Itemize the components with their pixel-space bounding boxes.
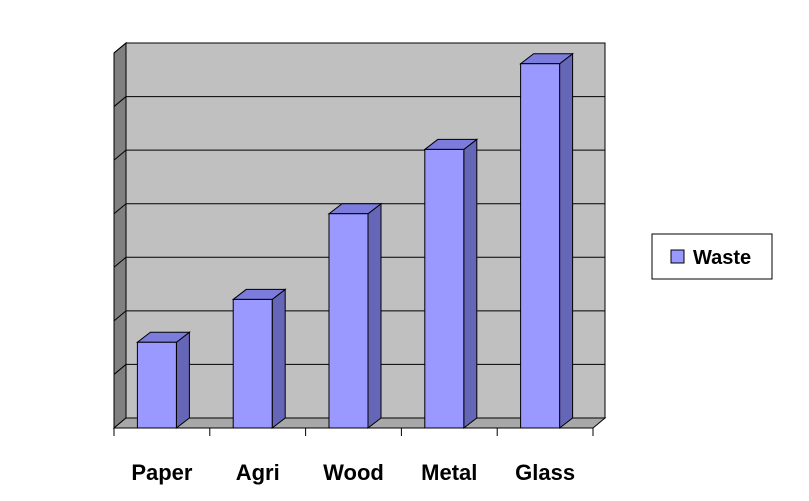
bar-side xyxy=(367,202,382,430)
x-tick-label-paper: Paper xyxy=(131,460,193,485)
bar-front xyxy=(136,341,177,429)
gridline-side xyxy=(113,203,127,215)
gridline-side xyxy=(113,149,127,161)
bar-front xyxy=(520,63,561,429)
x-tick-labels: Paper Agri Wood Metal Glass xyxy=(131,460,575,485)
gridline-side xyxy=(113,96,127,107)
legend: Waste xyxy=(651,233,773,280)
bar-paper xyxy=(135,331,191,430)
bar-side xyxy=(271,288,286,430)
gridline-side xyxy=(113,364,127,375)
bar-front xyxy=(328,213,369,429)
legend-label-waste: Waste xyxy=(693,247,751,269)
bar-series xyxy=(135,52,575,430)
bar-agri xyxy=(231,288,287,430)
bar-side xyxy=(175,331,190,430)
x-tick-label-agri: Agri xyxy=(236,460,280,485)
bar-front xyxy=(424,148,465,429)
gridline-side xyxy=(113,310,127,322)
bar-front xyxy=(232,298,273,429)
bar-metal xyxy=(423,138,479,430)
bar-wood xyxy=(327,202,383,430)
gridline-side xyxy=(113,42,127,54)
bar-side xyxy=(463,138,478,430)
x-axis xyxy=(113,427,594,436)
plot-side-wall xyxy=(113,41,127,430)
bar-side xyxy=(559,52,574,430)
bar-glass xyxy=(519,52,575,430)
x-tick-label-metal: Metal xyxy=(421,460,477,485)
gridline-side xyxy=(113,256,127,268)
x-tick-label-glass: Glass xyxy=(515,460,575,485)
legend-swatch xyxy=(670,249,685,264)
x-tick-label-wood: Wood xyxy=(323,460,384,485)
